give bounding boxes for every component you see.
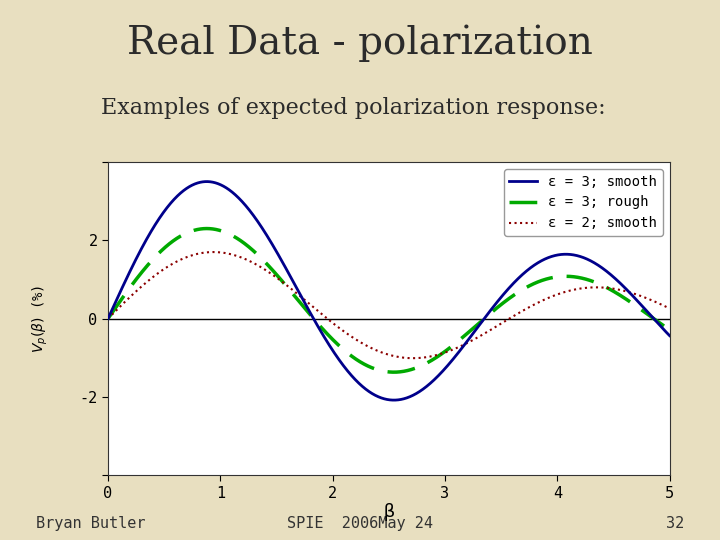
Text: 32: 32 [666,516,684,531]
Text: Real Data - polarization: Real Data - polarization [127,24,593,62]
X-axis label: β: β [383,503,395,522]
Text: SPIE  2006May 24: SPIE 2006May 24 [287,516,433,531]
Text: Examples of expected polarization response:: Examples of expected polarization respon… [101,97,606,119]
Legend: ε = 3; smooth, ε = 3; rough, ε = 2; smooth: ε = 3; smooth, ε = 3; rough, ε = 2; smoo… [504,169,662,236]
Text: $V_p(\beta)$ (%): $V_p(\beta)$ (%) [31,285,50,353]
Text: Bryan Butler: Bryan Butler [36,516,145,531]
